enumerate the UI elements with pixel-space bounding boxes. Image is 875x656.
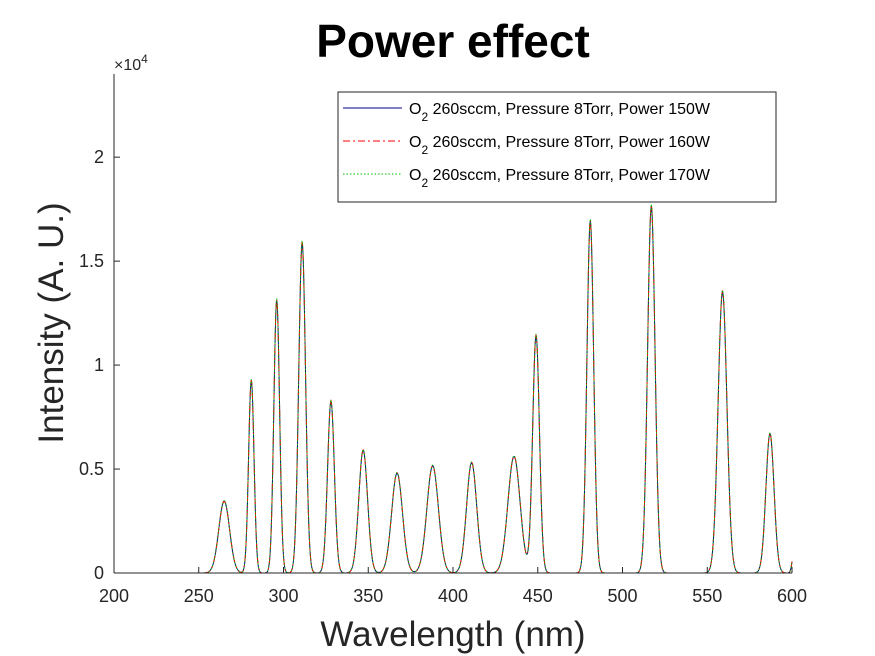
- x-tick-label: 550: [692, 586, 722, 606]
- x-tick-label: 400: [438, 586, 468, 606]
- legend-box: [337, 91, 777, 203]
- x-ticks: 200 250 300 350 400 450 500 550 600: [99, 567, 807, 606]
- x-tick-label: 250: [184, 586, 214, 606]
- x-tick-label: 500: [607, 586, 637, 606]
- legend-label-1: O2 260sccm, Pressure 8Torr, Power 150W: [409, 101, 711, 124]
- x-axis-label: Wavelength (nm): [320, 615, 585, 654]
- y-tick-label: 1.5: [79, 251, 104, 271]
- x-tick-label: 200: [99, 586, 129, 606]
- x-tick-label: 450: [523, 586, 553, 606]
- x-tick-label: 350: [353, 586, 383, 606]
- y-ticks: 0 0.5 1 1.5 2: [79, 147, 120, 583]
- legend: O2 260sccm, Pressure 8Torr, Power 150WO2…: [337, 91, 777, 203]
- legend-label-2: O2 260sccm, Pressure 8Torr, Power 160W: [409, 134, 711, 157]
- legend-label-prefix: O: [409, 134, 421, 151]
- y-tick-label: 1: [94, 355, 104, 375]
- legend-label-prefix: O: [409, 167, 421, 184]
- legend-label-rest: 260sccm, Pressure 8Torr, Power 150W: [428, 101, 711, 118]
- y-exponent-power: 4: [141, 52, 148, 66]
- legend-label-rest: 260sccm, Pressure 8Torr, Power 160W: [428, 134, 711, 151]
- legend-label-3: O2 260sccm, Pressure 8Torr, Power 170W: [409, 167, 711, 190]
- y-exponent-base: ×10: [114, 57, 141, 74]
- x-tick-label: 300: [268, 586, 298, 606]
- y-tick-label: 0: [94, 563, 104, 583]
- x-tick-label: 600: [777, 586, 807, 606]
- y-tick-label: 0.5: [79, 459, 104, 479]
- legend-label-subscript: 2: [421, 176, 428, 190]
- legend-label-prefix: O: [409, 101, 421, 118]
- y-tick-label: 2: [94, 147, 104, 167]
- svg-text:×104: ×104: [114, 52, 148, 74]
- y-axis-label: Intensity (A. U.): [32, 202, 71, 443]
- legend-label-rest: 260sccm, Pressure 8Torr, Power 170W: [428, 167, 711, 184]
- legend-items: O2 260sccm, Pressure 8Torr, Power 150WO2…: [343, 101, 711, 190]
- legend-label-subscript: 2: [421, 143, 428, 157]
- legend-label-subscript: 2: [421, 110, 428, 124]
- chart-title: Power effect: [316, 15, 590, 67]
- y-exponent: ×104: [114, 52, 148, 74]
